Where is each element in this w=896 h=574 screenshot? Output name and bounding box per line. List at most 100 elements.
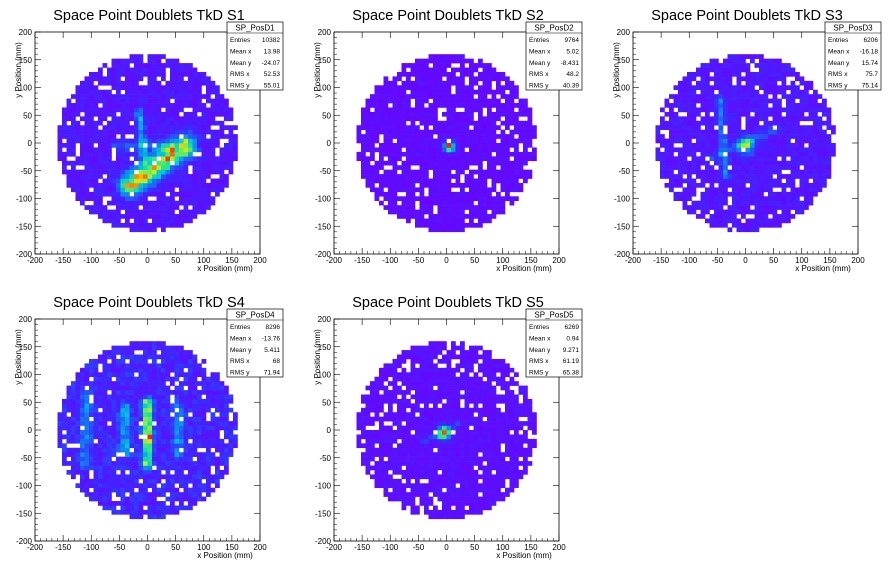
- heatmap-cell: [523, 129, 528, 135]
- heatmap-cell: [664, 143, 670, 148]
- heatmap-cell: [759, 222, 764, 228]
- heatmap-cell: [111, 191, 117, 197]
- heatmap-cell: [89, 160, 94, 166]
- heatmap-cell: [732, 209, 737, 215]
- heatmap-cell: [156, 434, 162, 440]
- x-tick-label: -50: [114, 256, 126, 265]
- heatmap-cell: [437, 205, 443, 210]
- heatmap-cell: [107, 398, 112, 404]
- heatmap-cell: [361, 138, 366, 144]
- heatmap-cell: [188, 178, 193, 184]
- heatmap-cell: [750, 156, 755, 162]
- heatmap-cell: [165, 367, 171, 373]
- heatmap-cell: [705, 160, 710, 166]
- heatmap-cell: [134, 496, 139, 502]
- heatmap-cell: [705, 178, 710, 184]
- heatmap-cell: [102, 187, 108, 193]
- heatmap-cell: [152, 363, 157, 369]
- heatmap-cell: [383, 143, 389, 148]
- heatmap-cell: [152, 367, 157, 373]
- heatmap-cell: [736, 165, 742, 170]
- heatmap-cell: [188, 218, 193, 224]
- heatmap-cell: [80, 390, 85, 395]
- heatmap-cell: [727, 67, 733, 73]
- heatmap-cell: [813, 103, 818, 108]
- heatmap-cell: [691, 103, 697, 108]
- heatmap-cell: [487, 111, 492, 117]
- heatmap-cell: [500, 174, 506, 179]
- heatmap-cell: [401, 120, 407, 126]
- stats-row-value: 75.14: [862, 83, 879, 90]
- heatmap-cell: [170, 403, 175, 409]
- heatmap-cell: [147, 209, 153, 215]
- heatmap-cell: [736, 107, 742, 113]
- heatmap-cell: [206, 425, 211, 431]
- heatmap-cell: [365, 182, 371, 188]
- heatmap-cell: [188, 363, 193, 369]
- heatmap-cell: [147, 398, 153, 404]
- heatmap-cell: [709, 165, 715, 170]
- heatmap-cell: [795, 174, 800, 179]
- heatmap-cell: [143, 438, 148, 444]
- heatmap-cell: [500, 178, 506, 184]
- stats-row-value: 48.2: [566, 71, 579, 78]
- heatmap-cell: [174, 67, 180, 73]
- heatmap-cell: [161, 227, 166, 233]
- heatmap-cell: [134, 227, 139, 233]
- heatmap-cell: [714, 58, 719, 64]
- heatmap-cell: [62, 116, 67, 122]
- heatmap-cell: [125, 196, 130, 202]
- heatmap-cell: [84, 381, 90, 386]
- heatmap-cell: [197, 469, 202, 475]
- heatmap-cell: [415, 187, 420, 193]
- heatmap-cell: [392, 200, 398, 206]
- heatmap-cell: [152, 120, 157, 126]
- heatmap-cell: [804, 174, 809, 179]
- heatmap-cell: [482, 151, 488, 157]
- stats-box-name: SP_PosD2: [534, 24, 574, 33]
- heatmap-cell: [147, 341, 153, 346]
- heatmap-cell: [673, 147, 679, 153]
- heatmap-cell: [361, 169, 366, 175]
- chart-title: Space Point Doublets TkD S2: [352, 8, 544, 24]
- heatmap-cell: [138, 394, 144, 400]
- heatmap-cell: [754, 196, 760, 202]
- heatmap-cell: [111, 416, 117, 422]
- heatmap-cell: [442, 98, 447, 104]
- heatmap-cell: [750, 125, 755, 130]
- heatmap-cell: [678, 174, 683, 179]
- heatmap-cell: [138, 58, 144, 64]
- heatmap-cell: [179, 160, 184, 166]
- heatmap-cell: [215, 143, 220, 148]
- heatmap-cell: [518, 103, 524, 108]
- heatmap-cell: [152, 483, 157, 489]
- heatmap-cell: [446, 174, 452, 179]
- heatmap-cell: [129, 474, 135, 480]
- heatmap-cell: [687, 209, 692, 215]
- heatmap-cell: [370, 138, 375, 144]
- heatmap-cell: [107, 354, 112, 360]
- x-tick-label: -50: [114, 543, 126, 552]
- heatmap-cell: [161, 76, 166, 82]
- heatmap-cell: [107, 214, 112, 219]
- heatmap-cell: [170, 205, 175, 210]
- heatmap-cell: [174, 63, 180, 68]
- heatmap-cell: [682, 107, 688, 113]
- heatmap-cell: [365, 116, 371, 122]
- heatmap-cell: [361, 134, 366, 139]
- heatmap-cell: [455, 178, 461, 184]
- heatmap-cell: [93, 169, 99, 175]
- heatmap-cell: [419, 218, 425, 224]
- heatmap-cell: [120, 98, 126, 104]
- heatmap-cell: [392, 129, 398, 135]
- heatmap-cell: [455, 143, 461, 148]
- heatmap-cell: [772, 196, 778, 202]
- heatmap-cell: [808, 165, 814, 170]
- heatmap-cell: [691, 169, 697, 175]
- heatmap-cell: [804, 89, 809, 95]
- heatmap-cell: [138, 354, 144, 360]
- heatmap-cell: [442, 54, 447, 59]
- heatmap-cell: [714, 174, 719, 179]
- heatmap-cell: [736, 103, 742, 108]
- heatmap-cell: [745, 134, 751, 139]
